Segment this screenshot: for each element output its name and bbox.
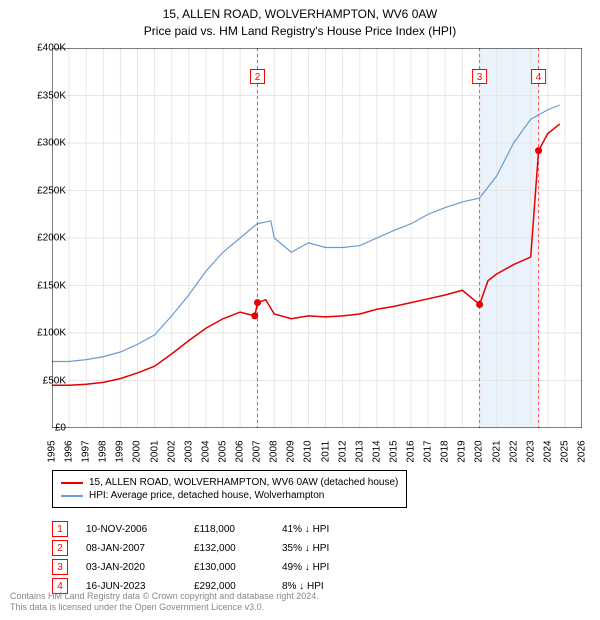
x-tick-label: 2010 [303,440,314,462]
transaction-pct: 35% ↓ HPI [282,543,367,554]
chart-title: 15, ALLEN ROAD, WOLVERHAMPTON, WV6 0AW P… [0,0,600,40]
y-tick-label: £150K [22,280,66,291]
y-tick-label: £100K [22,328,66,339]
svg-text:2: 2 [255,72,261,83]
transaction-pct: 49% ↓ HPI [282,562,367,573]
legend-item: HPI: Average price, detached house, Wolv… [61,490,398,501]
x-tick-label: 2016 [406,440,417,462]
x-tick-label: 2011 [320,441,331,463]
legend-item: 15, ALLEN ROAD, WOLVERHAMPTON, WV6 0AW (… [61,477,398,488]
footer-line-1: Contains HM Land Registry data © Crown c… [10,591,319,603]
legend-swatch [61,495,83,497]
transaction-date: 03-JAN-2020 [86,562,176,573]
y-tick-label: £200K [22,233,66,244]
x-tick-label: 2021 [491,440,502,462]
x-tick-label: 2013 [354,440,365,462]
transaction-date: 10-NOV-2006 [86,524,176,535]
transaction-price: £118,000 [194,524,264,535]
x-tick-label: 2012 [337,440,348,462]
legend-label: 15, ALLEN ROAD, WOLVERHAMPTON, WV6 0AW (… [89,477,398,488]
title-line-2: Price paid vs. HM Land Registry's House … [0,23,600,40]
x-tick-label: 2001 [149,440,160,462]
x-tick-label: 2006 [235,440,246,462]
transaction-date: 08-JAN-2007 [86,543,176,554]
transaction-row: 3 03-JAN-2020 £130,000 49% ↓ HPI [52,559,367,575]
chart-container: 15, ALLEN ROAD, WOLVERHAMPTON, WV6 0AW P… [0,0,600,620]
x-tick-label: 2017 [423,440,434,462]
x-tick-label: 2020 [474,440,485,462]
y-tick-label: £400K [22,43,66,54]
legend-label: HPI: Average price, detached house, Wolv… [89,490,324,501]
chart-svg: 2 3 4 [52,48,582,428]
transaction-marker: 2 [52,540,68,556]
y-tick-label: £300K [22,138,66,149]
legend-swatch [61,482,83,484]
x-tick-label: 2004 [200,440,211,462]
svg-text:3: 3 [477,72,483,83]
x-tick-label: 1997 [81,440,92,462]
y-tick-label: £0 [22,423,66,434]
x-tick-label: 2024 [542,440,553,462]
legend-box: 15, ALLEN ROAD, WOLVERHAMPTON, WV6 0AW (… [52,470,407,508]
transaction-marker: 3 [52,559,68,575]
x-tick-label: 2022 [508,440,519,462]
transaction-marker: 1 [52,521,68,537]
x-tick-label: 2005 [217,440,228,462]
chart-plot-area: 2 3 4 [52,48,582,428]
x-tick-label: 1998 [98,440,109,462]
x-tick-label: 2008 [269,440,280,462]
x-tick-label: 2019 [457,440,468,462]
footer-attribution: Contains HM Land Registry data © Crown c… [10,591,319,614]
x-tick-label: 2002 [166,440,177,462]
transaction-price: £130,000 [194,562,264,573]
x-tick-label: 1999 [115,440,126,462]
x-tick-label: 2025 [559,440,570,462]
transaction-row: 1 10-NOV-2006 £118,000 41% ↓ HPI [52,521,367,537]
x-tick-label: 1996 [64,440,75,462]
transaction-pct: 41% ↓ HPI [282,524,367,535]
y-tick-label: £50K [22,375,66,386]
footer-line-2: This data is licensed under the Open Gov… [10,602,319,614]
x-tick-label: 2023 [525,440,536,462]
x-tick-label: 2003 [183,440,194,462]
x-tick-label: 1995 [47,440,58,462]
x-tick-label: 2014 [371,440,382,462]
x-tick-label: 2000 [132,440,143,462]
svg-text:4: 4 [536,72,542,83]
x-tick-label: 2009 [286,440,297,462]
y-tick-label: £250K [22,185,66,196]
x-tick-label: 2015 [388,440,399,462]
x-tick-label: 2007 [252,440,263,462]
transactions-table: 1 10-NOV-2006 £118,000 41% ↓ HPI 2 08-JAN-200… [52,518,367,597]
title-line-1: 15, ALLEN ROAD, WOLVERHAMPTON, WV6 0AW [0,6,600,23]
y-tick-label: £350K [22,90,66,101]
transaction-row: 2 08-JAN-2007 £132,000 35% ↓ HPI [52,540,367,556]
transaction-price: £132,000 [194,543,264,554]
x-tick-label: 2026 [577,440,588,462]
x-tick-label: 2018 [440,440,451,462]
